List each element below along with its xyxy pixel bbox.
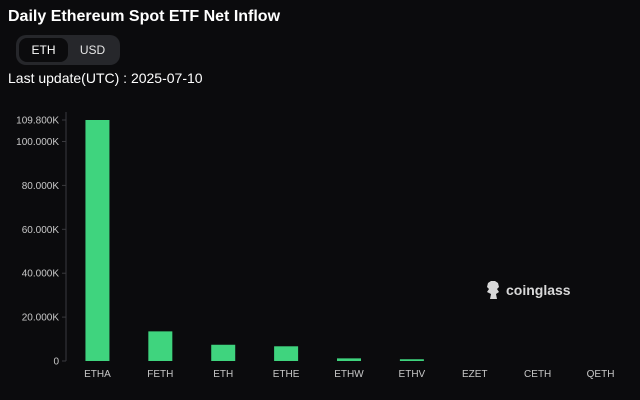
y-tick-label: 0 (53, 357, 59, 368)
bar-ethw[interactable] (337, 358, 361, 361)
y-tick-label: 40.000K (22, 269, 60, 280)
y-tick-label: 109.800K (16, 116, 59, 127)
y-tick-label: 100.000K (16, 137, 59, 148)
x-tick-label: ETHA (84, 369, 111, 380)
x-tick-label: QETH (587, 369, 615, 380)
x-tick-label: FETH (147, 369, 173, 380)
x-tick-label: ETHV (399, 369, 426, 380)
bar-eth[interactable] (211, 344, 236, 361)
bar-ethv[interactable] (399, 359, 424, 361)
watermark-text: coinglass (506, 282, 571, 298)
y-tick-label: 60.000K (22, 225, 60, 236)
unit-toggle: ETH USD (16, 35, 120, 65)
x-tick-label: ETH (213, 369, 233, 380)
x-tick-label: ETHW (334, 369, 364, 380)
toggle-eth-button[interactable]: ETH (19, 38, 68, 62)
bar-feth[interactable] (148, 331, 173, 361)
last-update-text: Last update(UTC) : 2025-07-10 (8, 70, 203, 86)
toggle-usd-button[interactable]: USD (79, 43, 106, 57)
x-tick-label: CETH (524, 369, 551, 380)
coinglass-watermark: coinglass (484, 280, 571, 300)
y-tick-label: 20.000K (22, 313, 60, 324)
x-tick-label: EZET (462, 369, 488, 380)
bar-ethe[interactable] (274, 346, 299, 361)
coinglass-logo-icon (487, 281, 499, 299)
page-title: Daily Ethereum Spot ETF Net Inflow (8, 8, 281, 25)
bar-etha[interactable] (85, 120, 110, 361)
x-tick-label: ETHE (273, 369, 300, 380)
y-tick-label: 80.000K (22, 181, 60, 192)
